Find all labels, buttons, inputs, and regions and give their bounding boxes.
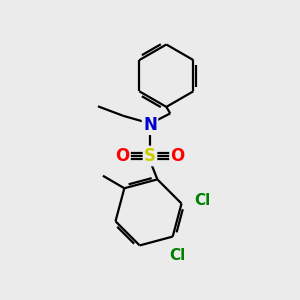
Text: Cl: Cl — [169, 248, 185, 263]
Text: S: S — [144, 147, 156, 165]
Text: N: N — [143, 116, 157, 134]
Text: O: O — [170, 147, 185, 165]
Text: O: O — [115, 147, 130, 165]
Text: Cl: Cl — [194, 193, 210, 208]
